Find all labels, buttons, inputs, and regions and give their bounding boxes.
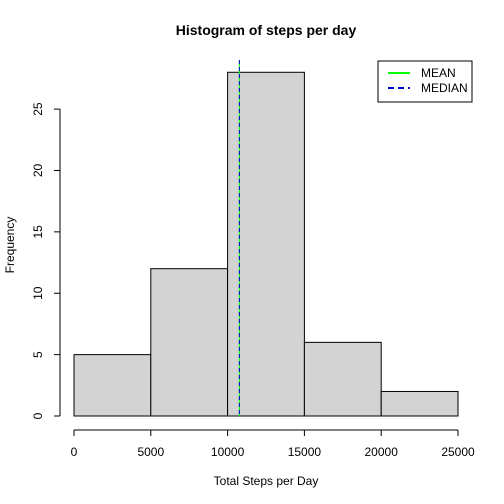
- y-tick-label: 15: [31, 225, 45, 239]
- y-axis: 0 5 10 15 20 25: [31, 102, 61, 419]
- legend-box: [377, 60, 473, 103]
- y-tick-label: 25: [31, 102, 45, 116]
- x-tick-label: 10000: [211, 445, 245, 459]
- y-tick-label: 20: [31, 163, 45, 177]
- legend: MEAN MEDIAN: [377, 60, 473, 103]
- x-tick-label: 0: [71, 445, 78, 459]
- histogram-bar-0: [73, 354, 152, 417]
- x-tick-label: 25000: [441, 445, 475, 459]
- chart-title: Histogram of steps per day: [176, 22, 357, 38]
- y-tick-label: 10: [31, 286, 45, 300]
- x-axis-label: Total Steps per Day: [214, 474, 319, 488]
- x-tick-label: 15000: [288, 445, 322, 459]
- y-axis-label: Frequency: [3, 217, 17, 274]
- x-tick-label: 5000: [137, 445, 164, 459]
- bars-group: [73, 71, 459, 417]
- legend-median-label: MEDIAN: [421, 81, 468, 95]
- x-axis: 0 5000 10000 15000 20000 25000: [71, 429, 475, 459]
- x-tick-label: 20000: [365, 445, 399, 459]
- histogram-bar-4: [380, 390, 459, 417]
- histogram-bar-1: [150, 268, 229, 417]
- histogram-bar-2: [227, 71, 305, 417]
- y-tick-label: 5: [31, 351, 45, 358]
- y-tick-label: 0: [31, 412, 45, 419]
- legend-mean-label: MEAN: [421, 66, 456, 80]
- histogram-bar-3: [303, 341, 382, 417]
